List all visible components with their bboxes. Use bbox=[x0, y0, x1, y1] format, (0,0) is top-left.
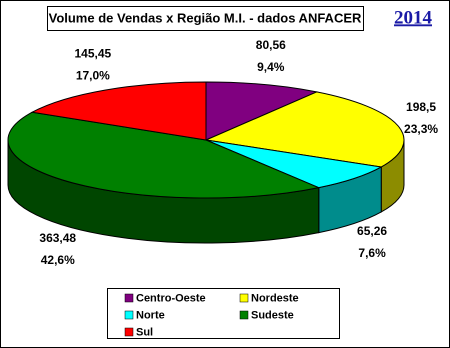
percent-label: 9,4% bbox=[257, 60, 285, 74]
value-label: 363,48 bbox=[39, 231, 76, 245]
slice bbox=[7, 111, 321, 199]
percent-label: 42,6% bbox=[41, 253, 75, 267]
legend-swatch bbox=[124, 293, 134, 303]
value-label: 145,45 bbox=[74, 46, 111, 60]
slice bbox=[205, 139, 383, 189]
legend-label: Centro-Oeste bbox=[136, 292, 206, 304]
slice bbox=[204, 91, 405, 168]
chart-title: Volume de Vendas x Região M.I. - dados A… bbox=[49, 10, 362, 25]
legend-box bbox=[107, 288, 340, 339]
legend-label: Nordeste bbox=[251, 292, 299, 304]
legend-swatch bbox=[124, 310, 134, 320]
value-label: 65,26 bbox=[357, 224, 387, 238]
percent-label: 17,0% bbox=[76, 68, 110, 82]
slice bbox=[30, 81, 207, 141]
legend-swatch bbox=[124, 327, 134, 337]
percent-label: 7,6% bbox=[358, 246, 386, 260]
legend-label: Norte bbox=[136, 309, 165, 321]
legend-label: Sudeste bbox=[251, 309, 294, 321]
legend-swatch bbox=[239, 293, 249, 303]
value-label: 198,5 bbox=[406, 100, 436, 114]
legend-label: Sul bbox=[136, 326, 153, 338]
label-layer: 80,56 9,4% 198,5 23,3% 65,26 7,6% 363,48 42,6% 1… bbox=[39, 38, 438, 267]
percent-label: 23,3% bbox=[404, 122, 438, 136]
side-layer bbox=[7, 139, 405, 244]
top-layer bbox=[7, 81, 405, 199]
year-label: 2014 bbox=[394, 7, 433, 28]
value-label: 80,56 bbox=[256, 38, 286, 52]
title-box bbox=[47, 6, 364, 31]
slice bbox=[205, 81, 319, 141]
legend-swatch bbox=[239, 310, 249, 320]
